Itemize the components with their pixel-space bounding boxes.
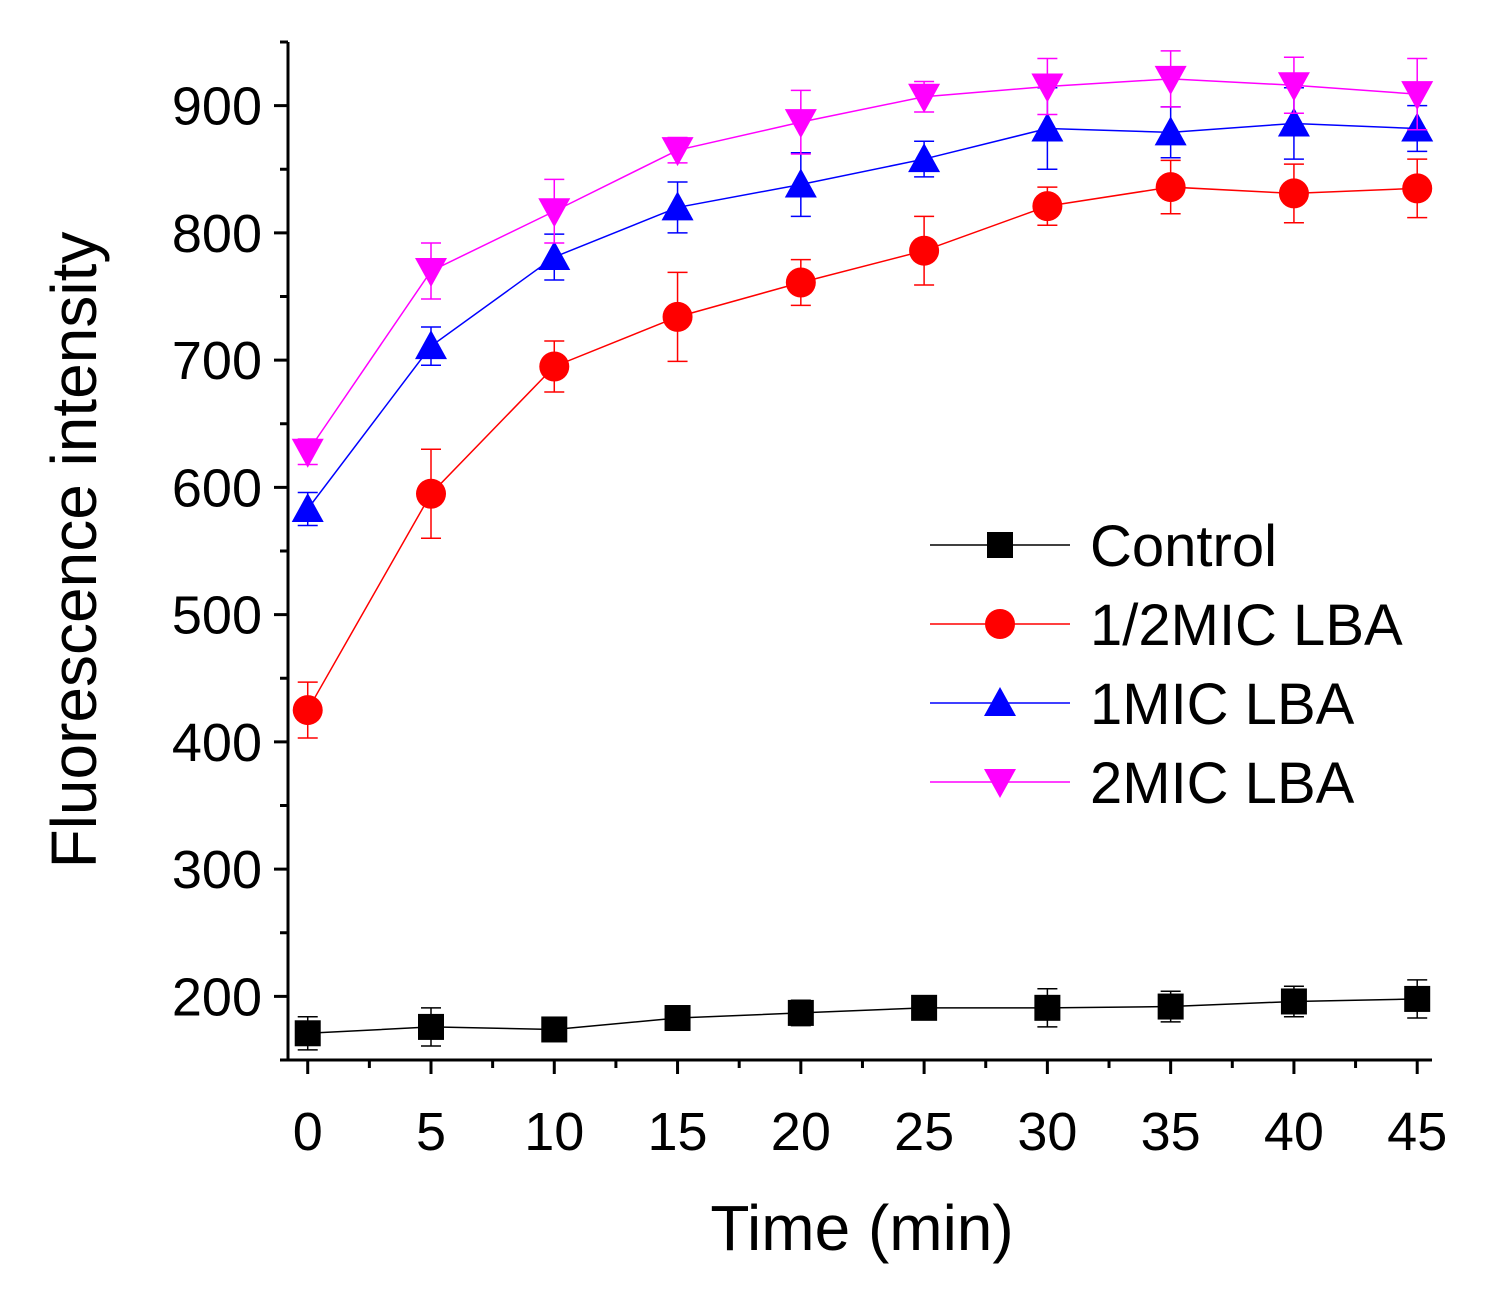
data-point (908, 83, 941, 113)
data-point (1155, 172, 1186, 203)
data-point (661, 191, 694, 221)
data-point (784, 109, 817, 139)
x-tick-label: 25 (894, 1102, 954, 1162)
axes: 0 5 10 15 20 25 30 35 40 45 200 300 400 500 600 700 800 9… (172, 40, 1447, 1162)
legend-label: Control (1090, 514, 1277, 579)
data-point (416, 478, 446, 509)
data-point (1034, 994, 1061, 1021)
data-point (1154, 116, 1187, 146)
y-tick-label: 800 (172, 204, 262, 264)
series-line (307, 998, 1418, 1035)
data-point (541, 1016, 568, 1043)
x-tick-label: 45 (1387, 1102, 1447, 1162)
y-axis-title: Fluorescence intensity (38, 232, 110, 869)
series-2mic-lba (291, 50, 1434, 468)
y-tick-label: 300 (172, 840, 262, 900)
legend-item: 1/2MIC LBA (930, 593, 1403, 658)
data-point (415, 258, 447, 288)
x-tick-label: 20 (771, 1102, 831, 1162)
y-tick-label: 600 (172, 458, 262, 518)
data-point (785, 267, 816, 298)
data-point (1154, 65, 1187, 95)
legend-marker (984, 687, 1016, 716)
y-tick-label: 900 (172, 77, 262, 137)
data-point (1031, 73, 1064, 103)
legend: Control 1/2MIC LBA 1MIC LBA 2MIC LBA (930, 514, 1403, 816)
x-tick-label: 15 (648, 1102, 708, 1162)
data-point (662, 301, 693, 332)
data-point (661, 137, 694, 167)
legend-marker (987, 532, 1013, 558)
data-point (664, 1005, 691, 1032)
series-control (294, 979, 1431, 1051)
y-tick-label: 200 (172, 967, 262, 1027)
data-point (908, 143, 941, 173)
data-point (1278, 178, 1309, 209)
x-tick-label: 0 (293, 1102, 323, 1162)
data-point (911, 994, 938, 1021)
data-point (1031, 112, 1064, 142)
series-1-2mic-lba (292, 158, 1433, 739)
series-line (307, 78, 1418, 453)
data-point (909, 235, 940, 266)
x-tick-label: 35 (1141, 1102, 1201, 1162)
data-point (787, 999, 814, 1026)
series-line (307, 186, 1418, 711)
x-tick-label: 10 (524, 1102, 584, 1162)
data-point (538, 241, 571, 271)
data-point (538, 198, 571, 228)
data-point (418, 1013, 444, 1040)
legend-marker (984, 769, 1016, 798)
legend-item: 1MIC LBA (930, 672, 1355, 737)
legend-item: 2MIC LBA (930, 751, 1355, 816)
data-point (1277, 107, 1310, 137)
legend-item: Control (930, 514, 1277, 579)
data-point (1404, 985, 1431, 1012)
data-point (539, 351, 570, 382)
data-point (294, 1020, 321, 1047)
data-point (291, 438, 324, 468)
data-point (1402, 173, 1433, 204)
legend-marker (985, 609, 1015, 639)
data-point (1277, 72, 1310, 102)
data-point (292, 695, 323, 726)
data-point (1401, 81, 1434, 111)
y-tick-label: 700 (172, 331, 262, 391)
x-tick-label: 5 (416, 1102, 446, 1162)
y-tick-label: 500 (172, 586, 262, 646)
plot-area (291, 50, 1434, 1051)
x-tick-label: 40 (1264, 1102, 1324, 1162)
data-point (1032, 191, 1063, 222)
y-tick-label: 400 (172, 713, 262, 773)
data-point (1157, 993, 1184, 1020)
data-point (415, 330, 447, 360)
data-point (291, 493, 324, 523)
data-point (784, 168, 817, 198)
legend-label: 1MIC LBA (1090, 672, 1355, 737)
x-tick-label: 30 (1017, 1102, 1077, 1162)
data-point (1280, 988, 1307, 1015)
series-line (307, 122, 1418, 510)
legend-label: 1/2MIC LBA (1090, 593, 1403, 658)
legend-label: 2MIC LBA (1090, 751, 1355, 816)
x-axis-title: Time (min) (710, 1192, 1013, 1264)
